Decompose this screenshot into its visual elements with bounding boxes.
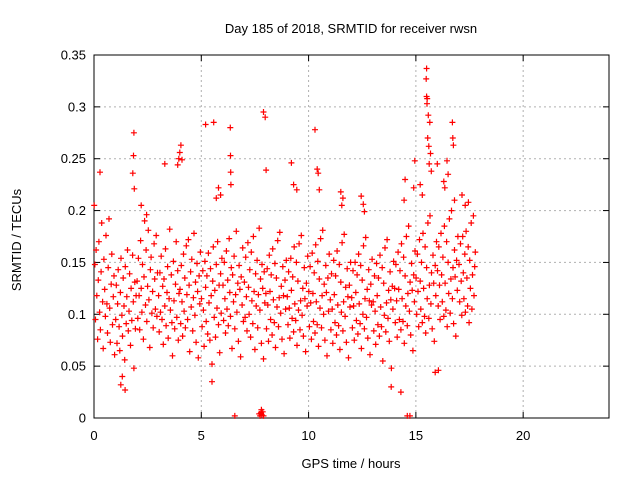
chart-title: Day 185 of 2018, SRMTID for receiver rws… bbox=[225, 21, 477, 36]
axis-ticks bbox=[93, 54, 609, 419]
svg-text:15: 15 bbox=[409, 428, 423, 443]
svg-text:0.05: 0.05 bbox=[61, 359, 86, 374]
svg-text:0.2: 0.2 bbox=[68, 203, 86, 218]
svg-text:0.35: 0.35 bbox=[61, 48, 86, 63]
tick-labels: 0 5 10 15 20 0 0.05 0.1 0.15 0.2 0.25 0.3 0.35 bbox=[61, 48, 531, 444]
svg-text:20: 20 bbox=[516, 428, 530, 443]
svg-text:0.25: 0.25 bbox=[61, 151, 86, 166]
gridlines bbox=[94, 55, 609, 418]
data-points bbox=[91, 65, 479, 419]
svg-text:0: 0 bbox=[90, 428, 97, 443]
svg-text:0: 0 bbox=[79, 411, 86, 426]
svg-text:5: 5 bbox=[198, 428, 205, 443]
x-axis-label: GPS time / hours bbox=[302, 456, 401, 471]
svg-text:10: 10 bbox=[301, 428, 315, 443]
svg-text:0.1: 0.1 bbox=[68, 307, 86, 322]
svg-text:0.15: 0.15 bbox=[61, 255, 86, 270]
y-axis-label: SRMTID / TECUs bbox=[9, 188, 24, 291]
plot-border bbox=[93, 54, 610, 419]
svg-text:0.3: 0.3 bbox=[68, 99, 86, 114]
